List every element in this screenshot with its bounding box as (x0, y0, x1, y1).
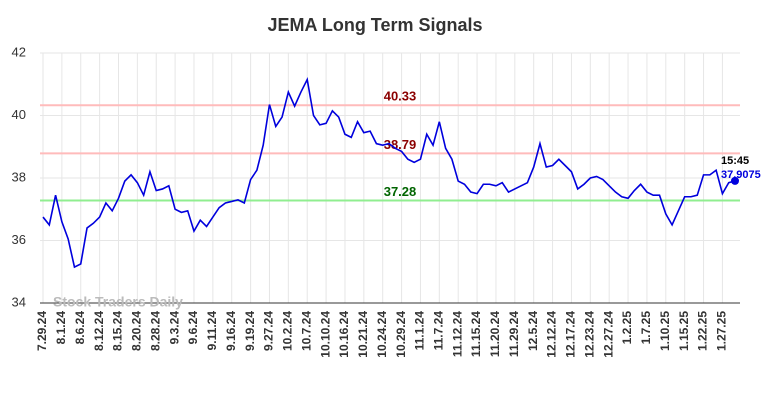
x-tick-label: 12.27.24 (601, 311, 615, 358)
reference-label: 38.79 (384, 137, 417, 152)
x-tick-label: 10.16.24 (337, 311, 351, 358)
x-tick-label: 11.20.24 (488, 311, 502, 357)
x-tick-label: 1.27.25 (715, 311, 729, 351)
x-tick-label: 9.3.24 (167, 311, 181, 345)
last-value: 37.9075 (721, 169, 761, 181)
x-tick-label: 10.2.24 (281, 311, 295, 351)
y-tick-label: 42 (12, 44, 26, 59)
x-tick-label: 1.10.25 (658, 311, 672, 351)
x-tick-label: 8.15.24 (111, 311, 125, 351)
y-tick-label: 38 (12, 169, 26, 184)
x-tick-label: 11.29.24 (507, 311, 521, 357)
reference-label: 40.33 (384, 89, 417, 104)
watermark: Stock Traders Daily (53, 294, 183, 310)
x-tick-label: 8.6.24 (73, 311, 87, 345)
last-point (731, 176, 739, 185)
x-tick-label: 8.28.24 (148, 311, 162, 351)
x-tick-label: 11.7.24 (431, 311, 445, 351)
y-tick-label: 36 (12, 232, 26, 247)
x-tick-label: 9.27.24 (262, 311, 276, 351)
x-tick-label: 9.11.24 (205, 311, 219, 351)
chart-title: JEMA Long Term Signals (267, 15, 482, 35)
x-tick-label: 8.12.24 (92, 311, 106, 351)
x-tick-label: 12.17.24 (564, 311, 578, 358)
x-tick-label: 8.1.24 (54, 311, 68, 345)
x-tick-label: 10.21.24 (356, 311, 370, 358)
x-tick-label: 1.15.25 (677, 311, 691, 351)
x-tick-label: 10.10.24 (318, 311, 332, 358)
x-tick-label: 11.1.24 (413, 311, 427, 351)
x-tick-label: 10.24.24 (375, 311, 389, 358)
x-tick-label: 10.29.24 (394, 311, 408, 358)
x-tick-label: 9.19.24 (243, 311, 257, 351)
x-tick-label: 9.6.24 (186, 311, 200, 345)
x-tick-label: 11.12.24 (450, 311, 464, 357)
y-tick-label: 34 (12, 294, 26, 309)
price-line (42, 77, 736, 269)
x-tick-label: 1.7.25 (639, 311, 653, 345)
x-tick-label: 7.29.24 (35, 311, 49, 351)
reference-label: 37.28 (384, 184, 417, 199)
x-tick-label: 8.20.24 (130, 311, 144, 351)
x-tick-label: 9.16.24 (224, 311, 238, 351)
x-tick-label: 12.5.24 (526, 311, 540, 351)
x-tick-label: 10.7.24 (299, 311, 313, 351)
x-tick-label: 12.23.24 (582, 311, 596, 358)
x-tick-label: 1.22.25 (696, 311, 710, 351)
x-tick-label: 11.15.24 (469, 311, 483, 357)
last-time: 15:45 (721, 155, 749, 167)
x-tick-label: 1.2.25 (620, 311, 634, 345)
y-tick-label: 40 (12, 107, 26, 122)
x-tick-label: 12.12.24 (545, 311, 559, 358)
